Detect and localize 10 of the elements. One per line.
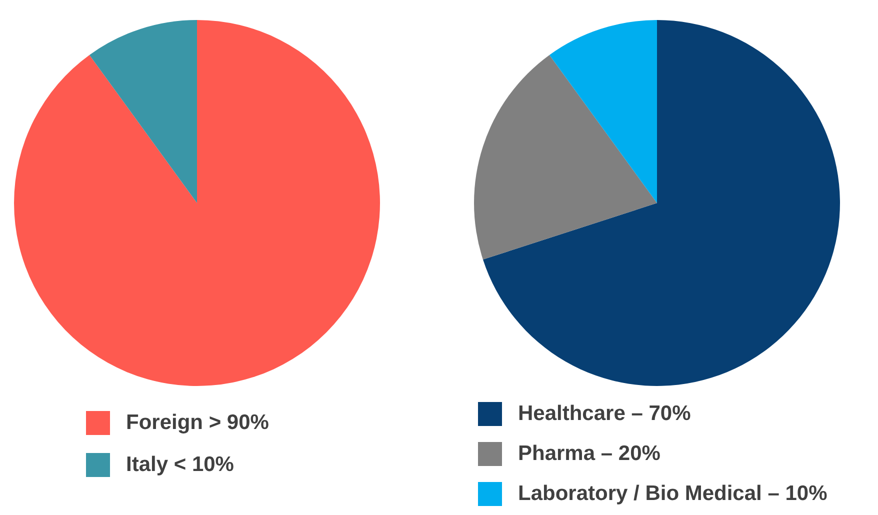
legend-label: Italy < 10% <box>126 453 234 477</box>
pie-slice <box>549 20 657 203</box>
legend-label: Foreign > 90% <box>126 411 269 435</box>
legend-label: Healthcare – 70% <box>518 402 691 426</box>
pie-slice <box>482 20 840 386</box>
pie-slice <box>474 54 657 260</box>
legend-label: Laboratory / Bio Medical – 10% <box>518 482 828 506</box>
pie-slice <box>14 20 380 386</box>
legend-label: Pharma – 20% <box>518 442 660 466</box>
pie-slice <box>89 20 197 203</box>
